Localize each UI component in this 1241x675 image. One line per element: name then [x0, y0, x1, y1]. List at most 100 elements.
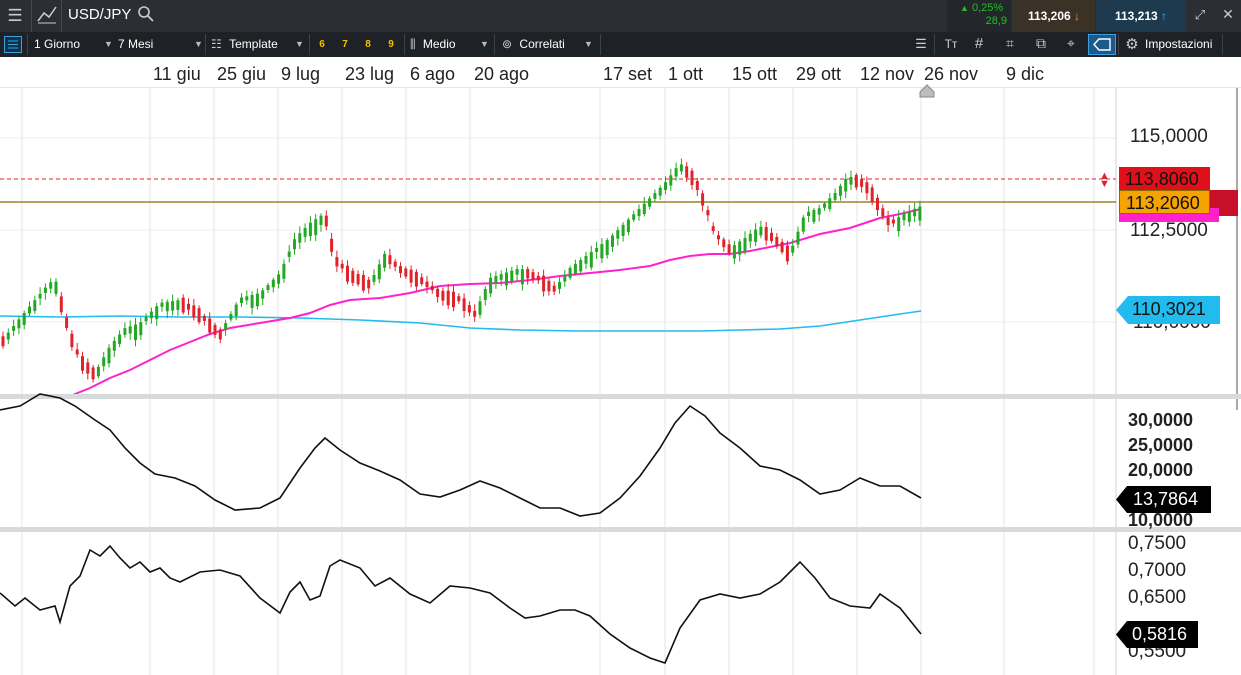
period-label: 1 Giorno	[34, 37, 81, 51]
candle-body	[536, 275, 540, 281]
candle-body	[441, 290, 445, 301]
candle-body	[388, 255, 392, 265]
candle-body	[134, 324, 137, 341]
ask-price: 113,213	[1114, 9, 1158, 23]
date-label: 9 dic	[1006, 64, 1045, 84]
template-icon: ☷	[211, 37, 222, 51]
candle-body	[224, 323, 228, 330]
correlated-select[interactable]: ⊚ Correlati ▼	[502, 36, 594, 53]
candle-body	[261, 290, 265, 299]
candle-body	[807, 211, 811, 216]
chart-type-label: Medio	[422, 37, 456, 51]
candle-body	[711, 226, 715, 231]
candle-body	[785, 245, 789, 262]
quick-template-8[interactable]: 8	[365, 39, 371, 50]
search-icon[interactable]	[136, 5, 156, 25]
quick-template-7[interactable]: 7	[342, 39, 348, 50]
candle-body	[128, 326, 132, 334]
quick-template-9[interactable]: 9	[388, 39, 394, 50]
range-select[interactable]: 7 Mesi ▼	[118, 36, 203, 53]
candle-body	[844, 179, 848, 192]
candle-body	[658, 187, 662, 196]
crosshair-grid-icon[interactable]: ⌗	[1006, 35, 1014, 51]
resistance-arrows-icon[interactable]: ▲ ▼	[1099, 170, 1110, 190]
quick-template-6[interactable]: 6	[319, 39, 325, 50]
close-icon[interactable]: ✕	[1222, 6, 1234, 22]
candle-body	[208, 318, 212, 333]
candle-body	[642, 203, 646, 214]
bid-price-button[interactable]: 113,206 ↓	[1013, 0, 1095, 32]
ma-short-line	[69, 208, 922, 397]
candle-body	[202, 315, 206, 321]
date-label: 11 giu	[153, 64, 201, 84]
candle-body	[770, 232, 773, 241]
chart-type-select[interactable]: ⫼ Medio ▼	[410, 36, 490, 53]
template-select[interactable]: ☷ Template ▼	[211, 36, 305, 53]
candle-body	[600, 244, 604, 259]
candle-body	[531, 272, 535, 281]
candle-body	[176, 300, 180, 310]
candle-body	[319, 215, 323, 225]
candle-body	[420, 277, 424, 284]
candle-body	[648, 198, 652, 207]
candle-body	[218, 329, 222, 340]
period-select[interactable]: 1 Giorno ▼	[34, 36, 113, 53]
candle-body	[102, 357, 106, 367]
candle-body	[86, 362, 90, 374]
candle-body	[907, 211, 911, 222]
candle-body	[187, 303, 190, 310]
candle-body	[669, 175, 673, 186]
candle-body	[393, 261, 397, 267]
candle-body	[478, 301, 482, 315]
candle-body	[701, 193, 705, 206]
candle-body	[330, 238, 334, 252]
settings-button[interactable]: Impostazioni	[1145, 37, 1213, 51]
price-axis-label: 115,0000	[1130, 126, 1208, 147]
candle-body	[229, 313, 233, 320]
indicator2-value-tag: 0,5816	[1116, 621, 1198, 648]
candle-body	[902, 213, 906, 221]
candle-body	[801, 217, 805, 232]
candle-body	[192, 305, 196, 318]
top-bar: ☰ USD/JPY ▲ 0,25% 28,9 113,206 ↓ 113,213…	[0, 0, 1241, 32]
menu-icon[interactable]: ☰	[7, 6, 23, 25]
instrument-symbol[interactable]: USD/JPY	[68, 6, 132, 23]
candle-body	[891, 219, 895, 224]
text-size-icon[interactable]: Tᴛ	[944, 37, 958, 51]
candle-body	[75, 349, 79, 355]
candle-body	[351, 270, 355, 283]
candle-body	[271, 279, 275, 288]
chart-line-icon[interactable]	[36, 3, 58, 27]
tag-icon[interactable]	[1088, 34, 1116, 55]
candle-body	[17, 319, 21, 329]
candle-body	[886, 217, 890, 226]
change-points: 28,9	[985, 15, 1007, 27]
candle-body	[107, 347, 111, 364]
candle-body	[791, 245, 795, 253]
price-chart[interactable]	[0, 88, 1241, 675]
price-axis-label: 112,5000	[1130, 220, 1208, 241]
date-axis: 11 giu 25 giu 9 lug 23 lug 6 ago 20 ago …	[0, 57, 1241, 88]
date-label: 12 nov	[860, 64, 915, 84]
link-icon: ⊚	[502, 37, 513, 51]
list-icon[interactable]	[4, 36, 22, 53]
candle-body	[616, 230, 620, 239]
ask-price-button[interactable]: 113,213 ↑	[1096, 0, 1186, 32]
candle-body	[144, 316, 148, 322]
candle-body	[838, 185, 842, 196]
candle-body	[33, 300, 37, 311]
grid-icon[interactable]: #	[974, 35, 984, 52]
date-label: 25 giu	[217, 64, 267, 84]
indicator2-axis-label: 0,7000	[1128, 560, 1187, 581]
candle-body	[28, 306, 31, 314]
candle-body	[796, 231, 800, 245]
gear-icon[interactable]: ⚙	[1125, 36, 1139, 53]
crosshair-icon[interactable]: ⌖	[1067, 35, 1075, 51]
indicator1-value-tag: 13,7864	[1116, 486, 1211, 513]
expand-icon[interactable]: ⤢	[1194, 7, 1206, 22]
candle-body	[754, 229, 758, 242]
windows-icon[interactable]: ⧉	[1036, 35, 1046, 51]
align-icon[interactable]: ☰	[915, 36, 927, 51]
date-label: 29 ott	[796, 64, 842, 84]
scroll-marker-icon[interactable]	[919, 84, 935, 98]
